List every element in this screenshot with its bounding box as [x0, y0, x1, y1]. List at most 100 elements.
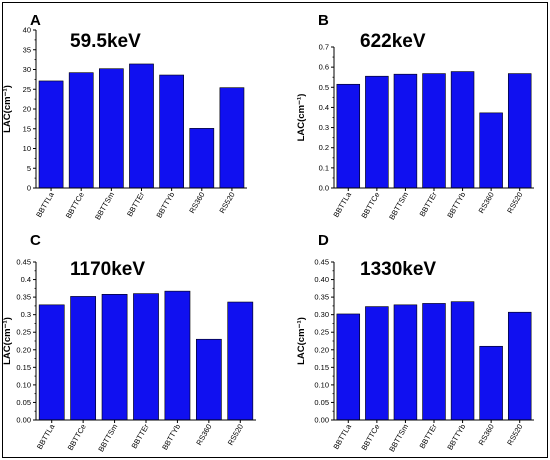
y-tick-label: 0.35: [16, 293, 31, 302]
x-tick-label-bbtter: BBTTEr: [125, 190, 146, 218]
x-tick-label-rs520: RS520: [505, 191, 524, 215]
bar-rs360: [195, 338, 222, 421]
bar-bbttce: [70, 296, 97, 421]
x-tick-label-bbttsm: BBTTSm: [387, 191, 410, 222]
energy-annotation: 622keV: [360, 31, 426, 52]
y-tick-label: 0.2: [319, 143, 329, 152]
y-tick-label: 0.4: [319, 103, 329, 112]
y-tick-label: 0.25: [314, 328, 329, 337]
y-tick-label: 0.5: [319, 83, 329, 92]
x-tick-label-bbttce: BBTTCe: [64, 191, 86, 220]
y-tick-label: 35: [23, 45, 31, 54]
y-tick-label: 15: [23, 124, 31, 133]
bar-bbttla: [336, 313, 361, 421]
y-tick-label: 0.15: [16, 363, 31, 372]
bar-rs360: [479, 345, 503, 421]
bar-bbttsm: [99, 68, 124, 189]
bar-bbttyb: [164, 290, 191, 421]
y-tick-label: 40: [23, 26, 31, 35]
bar-bbttyb: [450, 71, 475, 189]
x-tick-label-bbttsm: BBTTSm: [387, 423, 410, 454]
y-axis-label: LAC(cm⁻¹): [2, 317, 13, 365]
y-tick-label: 0.20: [314, 345, 329, 354]
y-axis-label: LAC(cm⁻¹): [2, 85, 13, 133]
y-tick-label: 0.15: [314, 363, 329, 372]
bar-bbttyb: [450, 301, 475, 421]
y-tick-label: 0: [27, 184, 31, 193]
x-tick-label-bbtter: BBTTEr: [130, 422, 151, 450]
x-tick-label-bbttyb: BBTTYb: [160, 423, 182, 452]
panel-letter: D: [318, 232, 329, 249]
y-tick-label: 0.3: [319, 123, 329, 132]
y-tick-label: 0.1: [319, 163, 329, 172]
bar-rs520: [507, 73, 532, 189]
x-tick-label-bbttsm: BBTTSm: [96, 423, 119, 454]
energy-annotation: 1170keV: [70, 259, 145, 280]
y-tick-label: 0.05: [16, 398, 31, 407]
x-tick-label-bbttyb: BBTTYb: [445, 191, 467, 220]
bar-bbttla: [336, 83, 361, 189]
bar-bbttsm: [393, 304, 418, 421]
energy-annotation: 1330keV: [360, 259, 436, 280]
energy-annotation: 59.5keV: [70, 31, 141, 52]
bar-bbttyb: [159, 74, 184, 189]
y-tick-label: 25: [23, 85, 31, 94]
x-tick-label-rs360: RS360: [477, 190, 496, 214]
bar-rs520: [507, 311, 532, 421]
y-tick-label: 0.45: [314, 258, 329, 267]
x-tick-label-rs360: RS360: [194, 423, 213, 447]
y-tick-label: 0.00: [314, 416, 329, 425]
chart-panel-c: C 1170keV LAC(cm⁻¹) 0.00 0.05 0.10 0.15 0.20 0.2…: [2, 232, 256, 453]
bar-bbttce: [365, 75, 389, 189]
x-tick-label-bbtter: BBTTEr: [418, 422, 439, 450]
x-tick-label-bbttyb: BBTTYb: [154, 191, 176, 220]
x-tick-label-bbttyb: BBTTYb: [445, 423, 467, 452]
x-tick-label-rs520: RS520: [505, 423, 524, 447]
bar-bbttsm: [101, 293, 128, 421]
bar-bbtter: [422, 303, 446, 421]
bar-rs520: [227, 301, 254, 421]
y-tick-label: 0.35: [314, 293, 329, 302]
y-tick-label: 20: [23, 105, 31, 114]
y-tick-label: 5: [27, 164, 31, 173]
bar-rs520: [219, 87, 245, 189]
y-tick-label: 0.40: [314, 275, 329, 284]
bar-bbtter: [133, 293, 159, 421]
bar-rs360: [479, 112, 503, 189]
x-tick-label-bbttsm: BBTTSm: [93, 191, 116, 222]
x-tick-label-bbttla: BBTTLa: [331, 190, 353, 219]
y-tick-label: 0.6: [319, 63, 329, 72]
y-tick-label: 0.20: [16, 345, 31, 354]
chart-panel-a: A 59.5keV LAC(cm⁻¹) 0 5 10 15 20 25 30 35 40 BBTTLa B…: [2, 12, 247, 221]
x-tick-label-bbttce: BBTTCe: [359, 191, 381, 220]
x-tick-label-rs360: RS360: [477, 422, 496, 446]
x-tick-label-rs520: RS520: [226, 423, 245, 447]
y-tick-label: 0.3: [21, 310, 31, 319]
y-axis-label: LAC(cm⁻¹): [296, 94, 307, 142]
chart-panel-d: D 1330keV LAC(cm⁻¹) 0.00 0.05 0.10 0.15 0.20 0.2…: [296, 232, 534, 453]
bar-rs360: [189, 128, 215, 189]
panel-letter: C: [30, 232, 41, 249]
y-tick-label: 0.05: [314, 398, 329, 407]
x-tick-label-bbttla: BBTTLa: [34, 190, 56, 219]
y-tick-label: 0.4: [21, 275, 31, 284]
y-tick-label: 0.25: [16, 328, 31, 337]
y-tick-label: 0.45: [16, 258, 31, 267]
chart-panel-b: B 622keV LAC(cm⁻¹) 0.0 0.1 0.2 0.3 0.4 0.5 0.6 0.7…: [296, 12, 534, 221]
y-tick-label: 0.00: [16, 416, 31, 425]
x-tick-label-bbttla: BBTTLa: [331, 422, 353, 451]
x-tick-label-bbttla: BBTTLa: [35, 422, 57, 451]
x-tick-label-bbttce: BBTTCe: [359, 423, 381, 452]
panel-letter: A: [30, 12, 41, 29]
bar-bbttsm: [393, 73, 418, 189]
bar-bbttce: [365, 306, 389, 421]
y-tick-label: 0.10: [314, 380, 329, 389]
x-tick-label-bbtter: BBTTEr: [418, 190, 439, 218]
x-tick-label-rs360: RS360: [187, 191, 206, 215]
bar-bbtter: [129, 63, 154, 189]
x-tick-label-bbttce: BBTTCe: [66, 423, 88, 452]
bar-bbtter: [422, 73, 446, 189]
y-tick-label: 0.30: [314, 310, 329, 319]
